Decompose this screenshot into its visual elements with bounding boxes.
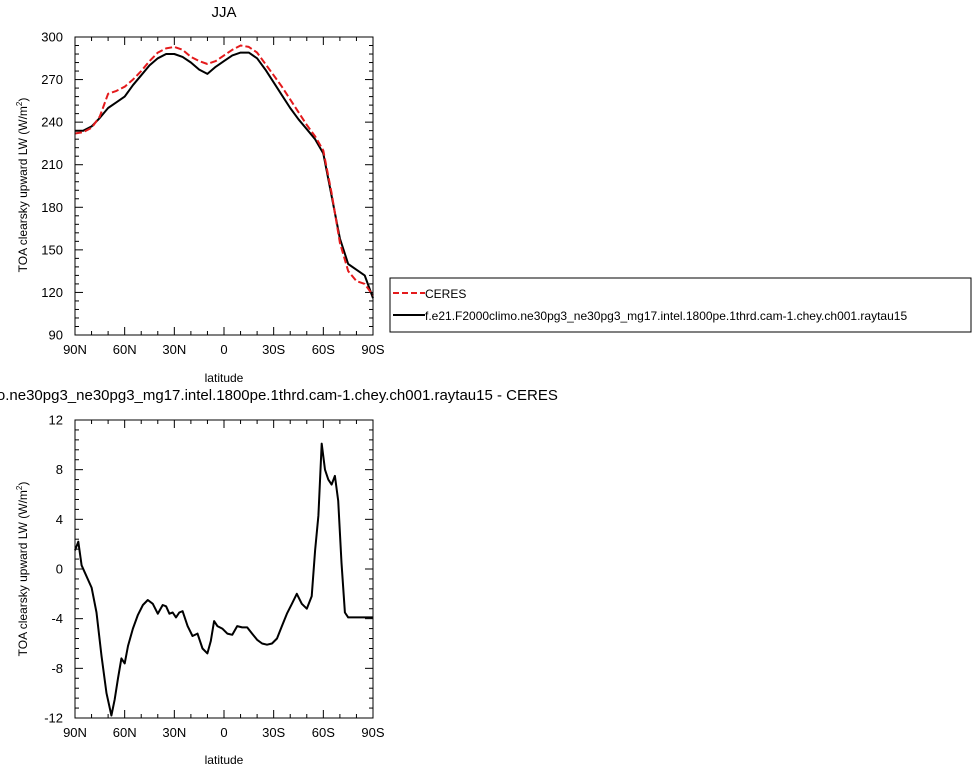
top-x-tick-label: 60N	[113, 342, 137, 357]
bottom-y-tick-label: 0	[56, 562, 63, 577]
top-y-tick-label: 270	[41, 72, 63, 87]
bottom-chart-series	[74, 442, 373, 717]
top-chart-frame	[74, 36, 374, 336]
bottom-chart-x-axis-label: latitude	[205, 753, 244, 767]
top-x-tick-label: 90S	[361, 342, 384, 357]
bottom-series-line-0	[74, 442, 373, 717]
top-y-tick-label: 210	[41, 157, 63, 172]
top-y-tick-label: 240	[41, 115, 63, 130]
bottom-chart: f.e21.F2000climo.ne30pg3_ne30pg3_mg17.in…	[0, 387, 558, 767]
top-y-tick-label: 120	[41, 285, 63, 300]
top-series-line-1	[75, 51, 374, 299]
bottom-y-tick-label: 8	[56, 462, 63, 477]
bottom-y-tick-label: -4	[51, 611, 63, 626]
bottom-x-tick-label: 90S	[361, 725, 384, 740]
bottom-x-tick-label: 30S	[262, 725, 285, 740]
bottom-chart-frame	[74, 419, 374, 719]
bottom-x-tick-label: 60N	[113, 725, 137, 740]
bottom-y-tick-label: -8	[51, 661, 63, 676]
bottom-x-tick-label: 60S	[312, 725, 335, 740]
legend-box	[389, 277, 972, 333]
bottom-y-tick-label: 4	[56, 512, 63, 527]
bottom-x-tick-label: 90N	[63, 725, 87, 740]
top-chart-series	[74, 44, 374, 299]
top-y-tick-label: 90	[49, 328, 63, 343]
top-x-tick-label: 60S	[312, 342, 335, 357]
bottom-y-tick-label: -12	[44, 711, 63, 726]
top-x-tick-label: 90N	[63, 342, 87, 357]
top-chart: JJA TOA clearsky upward LW (W/m2) latitu…	[15, 4, 385, 385]
top-x-tick-label: 30S	[262, 342, 285, 357]
bottom-x-tick-label: 30N	[162, 725, 186, 740]
top-series-line-0	[74, 44, 374, 296]
legend: CERES f.e21.F2000climo.ne30pg3_ne30pg3_m…	[389, 277, 972, 333]
bottom-chart-title: f.e21.F2000climo.ne30pg3_ne30pg3_mg17.in…	[0, 387, 558, 404]
legend-ceres-label: CERES	[425, 287, 466, 301]
top-chart-y-axis-label: TOA clearsky upward LW (W/m2)	[15, 98, 30, 273]
bottom-y-tick-label: 12	[49, 413, 63, 428]
top-y-tick-label: 150	[41, 242, 63, 257]
bottom-chart-ticks: 90N 60N 30N 0 30S 60S 90S -12 -8 -4 0 4 8 12	[44, 413, 385, 741]
bottom-chart-y-axis-label: TOA clearsky upward LW (W/m2)	[15, 482, 30, 657]
top-x-tick-label: 30N	[162, 342, 186, 357]
top-y-tick-label: 180	[41, 200, 63, 215]
top-chart-title: JJA	[211, 4, 236, 21]
top-x-tick-label: 0	[220, 342, 227, 357]
top-chart-ticks: 90N 60N 30N 0 30S 60S 90S 90 120 150 180 210 240 270 3…	[41, 30, 385, 358]
legend-model-label: f.e21.F2000climo.ne30pg3_ne30pg3_mg17.in…	[425, 309, 907, 323]
top-chart-x-axis-label: latitude	[205, 371, 244, 385]
bottom-x-tick-label: 0	[220, 725, 227, 740]
top-y-tick-label: 300	[41, 30, 63, 45]
